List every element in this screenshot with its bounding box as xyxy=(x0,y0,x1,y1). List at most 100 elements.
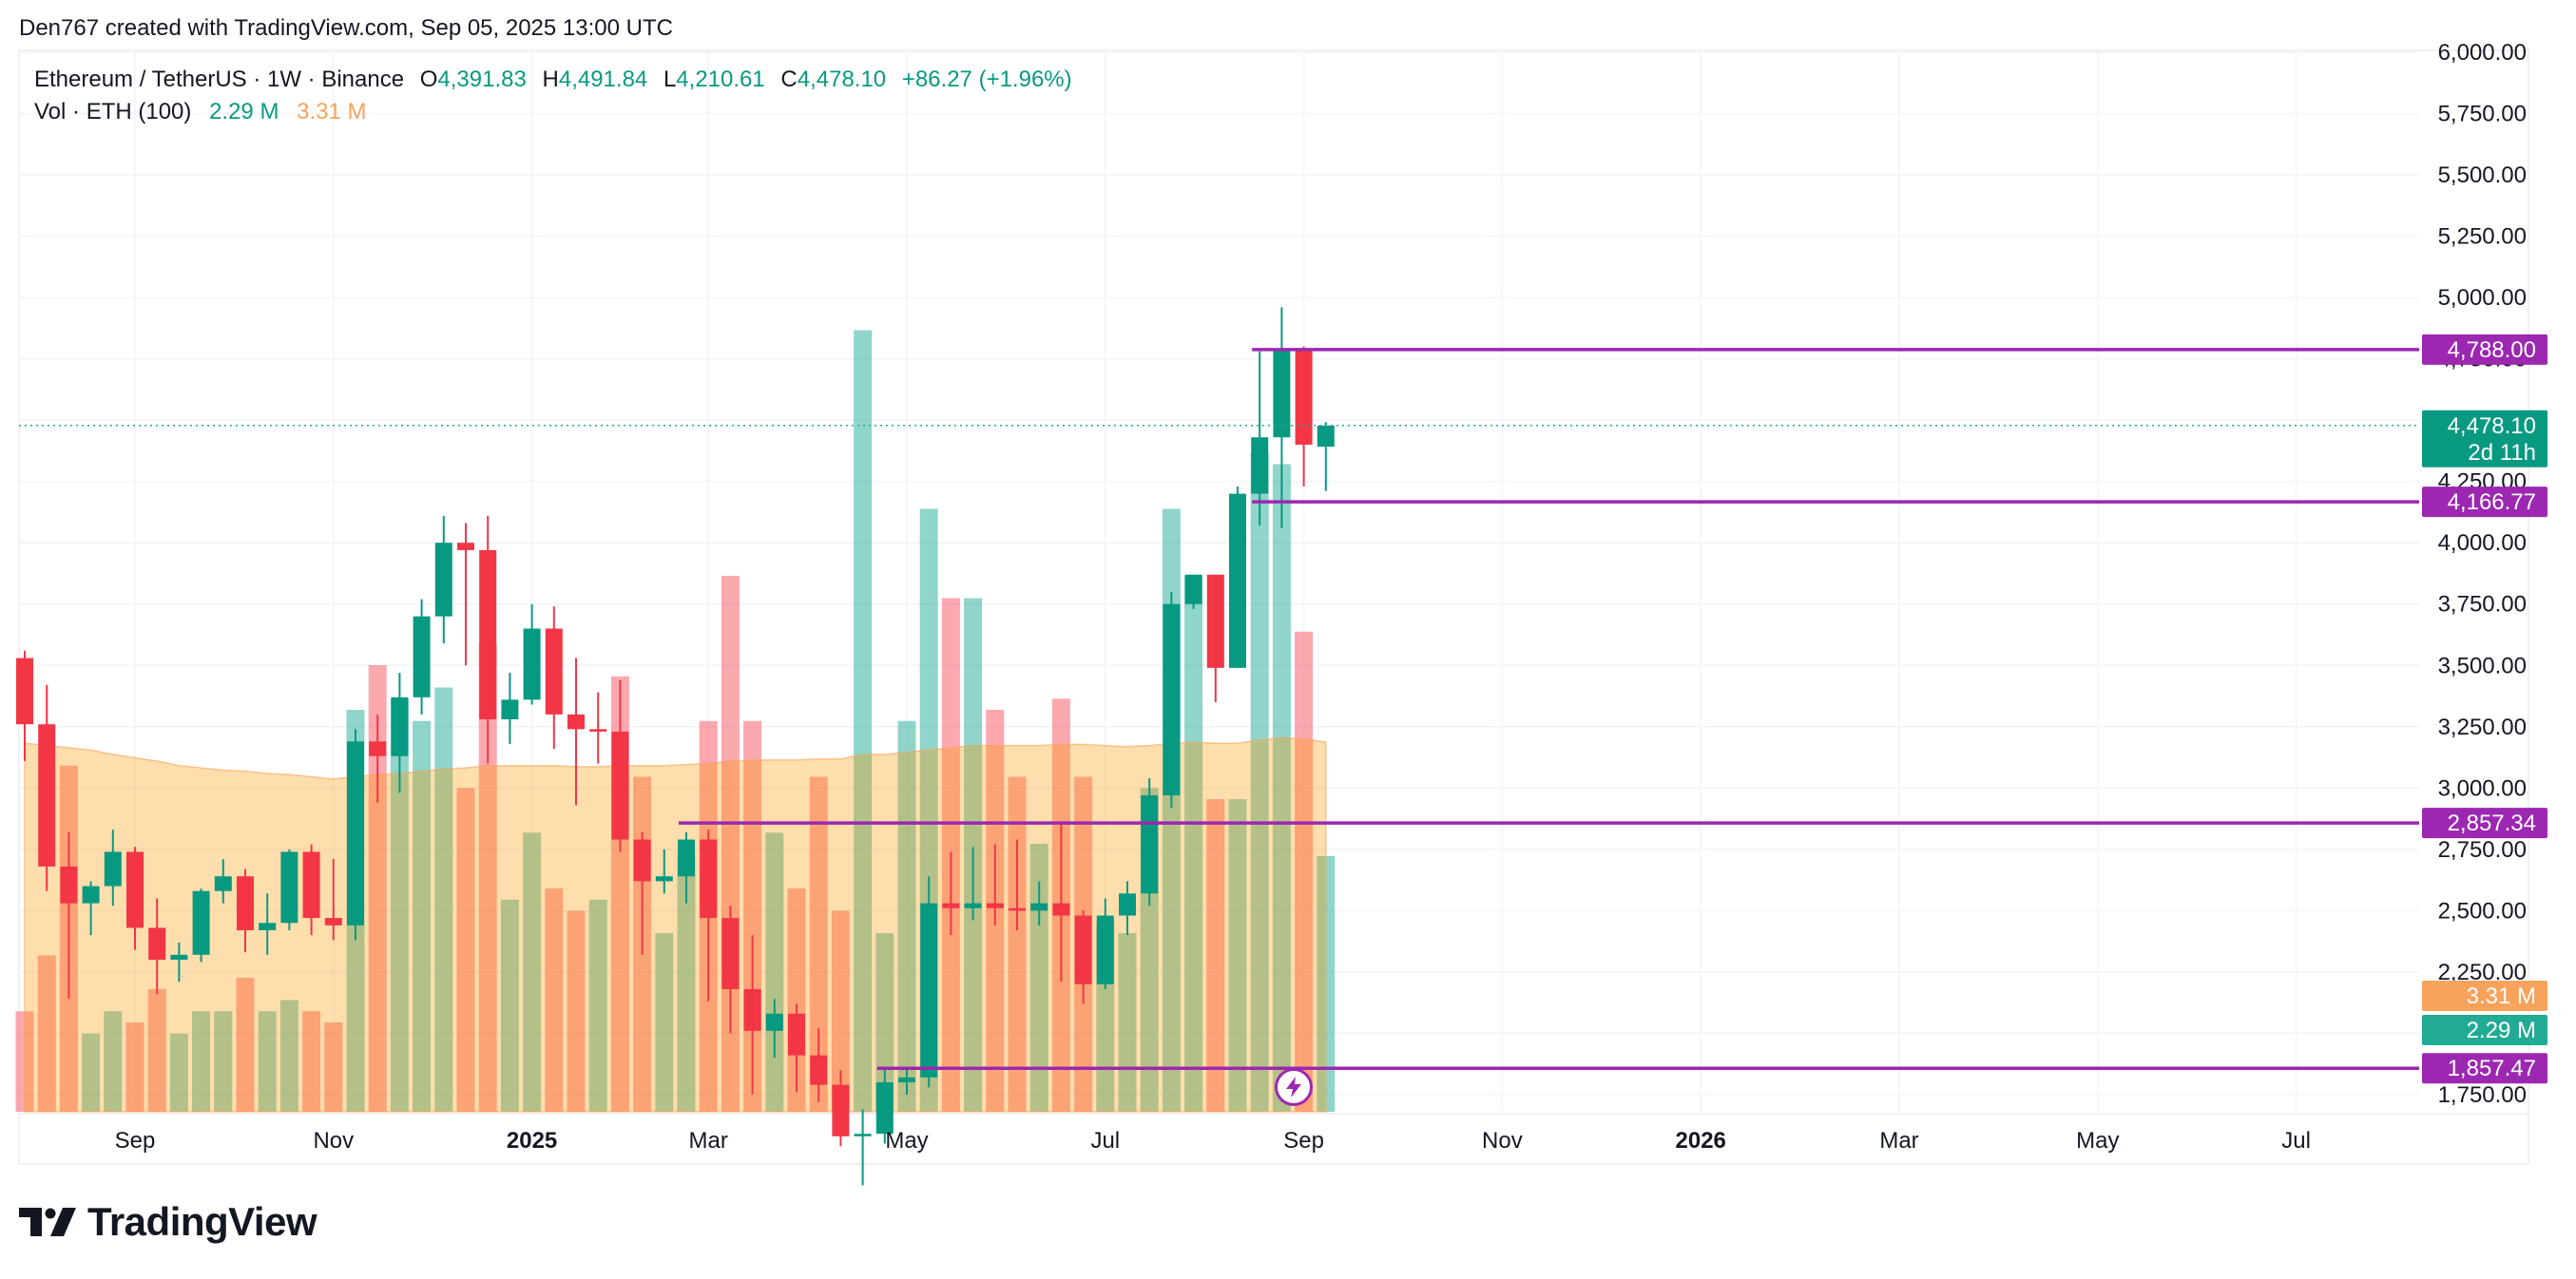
candle-body xyxy=(1074,915,1092,984)
candle-body xyxy=(655,876,673,882)
candle-body xyxy=(1096,915,1114,984)
candle-body xyxy=(82,886,100,904)
chart-frame xyxy=(18,49,2529,1165)
last-price-badge-text: 2d 11h xyxy=(2468,440,2536,466)
volume-bar xyxy=(214,1011,233,1112)
volume-legend[interactable]: Vol · ETH (100) 2.29 M 3.31 M xyxy=(34,99,366,125)
level-badge-bg xyxy=(2422,1053,2547,1084)
level-badge: 2,857.34 xyxy=(2422,808,2547,839)
price-tick-label: 1,750.00 xyxy=(2438,1082,2527,1108)
level-badge-text: 4,788.00 xyxy=(2448,337,2536,363)
volume-ma-value: 3.31 M xyxy=(297,99,367,124)
candle-body xyxy=(302,851,320,919)
low-key: L xyxy=(663,67,677,92)
candle-body xyxy=(38,724,56,867)
time-tick-label: Mar xyxy=(689,1128,728,1154)
volume-bar xyxy=(897,720,916,1112)
time-tick-label: 2026 xyxy=(1676,1128,1726,1154)
candle-body xyxy=(1052,903,1070,916)
candle-body xyxy=(192,890,210,955)
candle-body xyxy=(457,543,474,550)
low-value: 4,210.61 xyxy=(676,67,765,92)
volume-bar xyxy=(545,888,564,1112)
time-tick-label: May xyxy=(2076,1128,2119,1154)
horizontal-levels xyxy=(19,348,2419,1070)
volume-bar xyxy=(1184,576,1203,1112)
volume-bar xyxy=(478,642,497,1112)
volume-badge-text: 3.31 M xyxy=(2467,983,2536,1009)
time-tick-label: Jul xyxy=(1090,1128,1120,1154)
volume-bar xyxy=(456,788,475,1112)
candle-body xyxy=(413,616,431,697)
candle-body xyxy=(765,1013,783,1031)
candle-body xyxy=(501,699,519,720)
brand-name: TradingView xyxy=(87,1199,317,1244)
candle-body xyxy=(567,714,585,730)
symbol-legend[interactable]: Ethereum / TetherUS · 1W · Binance O4,39… xyxy=(34,67,1072,93)
volume-bar xyxy=(523,832,542,1112)
candle-body xyxy=(920,903,938,1078)
level-badge: 4,166.77 xyxy=(2422,487,2547,518)
volume-bar xyxy=(302,1011,321,1112)
candle-body xyxy=(1009,907,1026,911)
volume-bar xyxy=(588,899,607,1112)
candle-body xyxy=(1206,574,1224,668)
volume-badge-bg xyxy=(2422,981,2547,1011)
volume-bar xyxy=(192,1011,211,1112)
level-badge: 1,857.47 xyxy=(2422,1053,2547,1084)
candle-body xyxy=(700,839,718,919)
volume-bar xyxy=(831,910,850,1112)
volume-bar xyxy=(390,698,409,1112)
volume-bar xyxy=(765,832,784,1112)
time-tick-label: Nov xyxy=(313,1128,354,1154)
candle-body xyxy=(721,918,740,989)
candle-body xyxy=(148,927,166,960)
lightning-icon[interactable] xyxy=(1275,1068,1313,1106)
candle-body xyxy=(1184,574,1202,604)
level-badge: 4,788.00 xyxy=(2422,334,2547,365)
candle-body xyxy=(1317,425,1335,448)
candle-body xyxy=(898,1077,915,1083)
volume-bar xyxy=(147,988,166,1112)
time-tick-label: Sep xyxy=(115,1128,156,1154)
time-tick-label: 2025 xyxy=(507,1128,557,1154)
candle-body xyxy=(788,1013,805,1056)
volume-label: Vol · ETH (100) xyxy=(34,99,192,124)
price-tick-label: 2,750.00 xyxy=(2438,837,2527,863)
candle-body xyxy=(545,628,563,715)
high-value: 4,491.84 xyxy=(558,67,648,92)
close-key: C xyxy=(780,67,798,92)
volume-bar xyxy=(125,1022,144,1112)
candle-body xyxy=(16,658,33,725)
level-badge-text: 4,166.77 xyxy=(2448,489,2536,515)
candle-body xyxy=(104,851,122,887)
volume-bar xyxy=(854,330,873,1112)
candle-body xyxy=(832,1084,850,1136)
chart-grid xyxy=(18,49,2529,1165)
price-badges: 4,788.00 4,166.77 2,857.34 1,857.47 4,478.10… xyxy=(2422,334,2547,1084)
volume-bar xyxy=(1206,799,1225,1112)
candle-body xyxy=(434,543,452,617)
volume-bar xyxy=(809,776,828,1112)
brand-logo[interactable]: TradingView xyxy=(19,1199,317,1245)
time-tick-label: Nov xyxy=(1482,1128,1523,1154)
time-tick-label: Sep xyxy=(1283,1128,1324,1154)
volume-bar xyxy=(82,1033,101,1112)
candle-body xyxy=(259,923,277,931)
price-tick-label: 3,750.00 xyxy=(2438,592,2527,618)
candle-body xyxy=(1141,795,1159,894)
candle-body xyxy=(875,1082,894,1135)
last-price-badge-bg xyxy=(2422,410,2547,468)
volume-bar xyxy=(279,1000,298,1112)
candle-body xyxy=(611,731,629,840)
volume-badge-bg xyxy=(2422,1015,2547,1045)
level-badge-bg xyxy=(2422,808,2547,839)
volume-bar xyxy=(104,1011,123,1112)
candle-body xyxy=(589,729,607,732)
candle-body xyxy=(810,1055,828,1085)
candle-body xyxy=(678,839,695,877)
candle-body xyxy=(1251,437,1269,494)
candle-body xyxy=(1163,603,1181,796)
